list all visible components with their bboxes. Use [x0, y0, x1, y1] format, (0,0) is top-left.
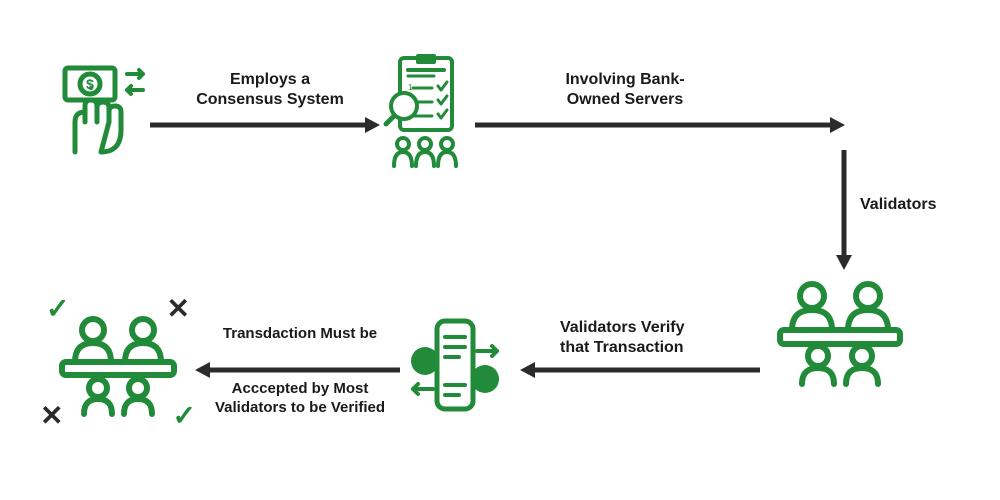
- edge-label-line: Consensus System: [196, 91, 344, 108]
- payment-hand-icon: $: [55, 60, 155, 160]
- edge-label: Acccepted by Most Validators to be Verif…: [195, 380, 405, 418]
- edge-label: Validators: [860, 195, 970, 215]
- clipboard-team-icon: 1 2 3: [380, 50, 470, 170]
- edge-label-line: Employs a: [230, 71, 310, 88]
- node-validators: [770, 280, 910, 390]
- cross-icon: ✕: [40, 399, 63, 432]
- arrow: [475, 115, 845, 135]
- arrow: [195, 360, 400, 380]
- edge-label: Validators Verify that Transaction: [560, 318, 740, 358]
- node-consensus: 1 2 3: [380, 50, 470, 170]
- svg-text:$: $: [481, 372, 490, 389]
- edge-label-line: Transdaction Must be: [223, 325, 377, 342]
- edge-label-line: Validators Verify: [560, 319, 685, 336]
- phone-money-transfer-icon: $ $: [405, 315, 505, 415]
- arrow: [150, 115, 380, 135]
- node-verify-transaction: $ $: [405, 315, 505, 415]
- validators-table-icon: [770, 280, 910, 390]
- edge-label-line: Validators: [860, 196, 936, 213]
- edge-label: Transdaction Must be: [200, 325, 400, 344]
- edge-label: Employs a Consensus System: [185, 70, 355, 110]
- check-icon: ✓: [173, 399, 196, 432]
- edge-label: Involving Bank- Owned Servers: [540, 70, 710, 110]
- edge-label-line: Involving Bank-: [565, 71, 684, 88]
- edge-label-line: Acccepted by Most Validators to be Verif…: [215, 380, 385, 416]
- arrow: [520, 360, 760, 380]
- check-icon: ✓: [46, 292, 69, 325]
- svg-text:$: $: [421, 354, 430, 371]
- arrow: [834, 150, 854, 270]
- edge-label-line: that Transaction: [560, 339, 684, 356]
- validators-decision-icon: [48, 310, 188, 430]
- node-decision: ✓ ✕ ✕ ✓: [48, 300, 188, 430]
- node-payment: $: [55, 60, 155, 160]
- cross-icon: ✕: [167, 292, 190, 325]
- edge-label-line: Owned Servers: [567, 91, 684, 108]
